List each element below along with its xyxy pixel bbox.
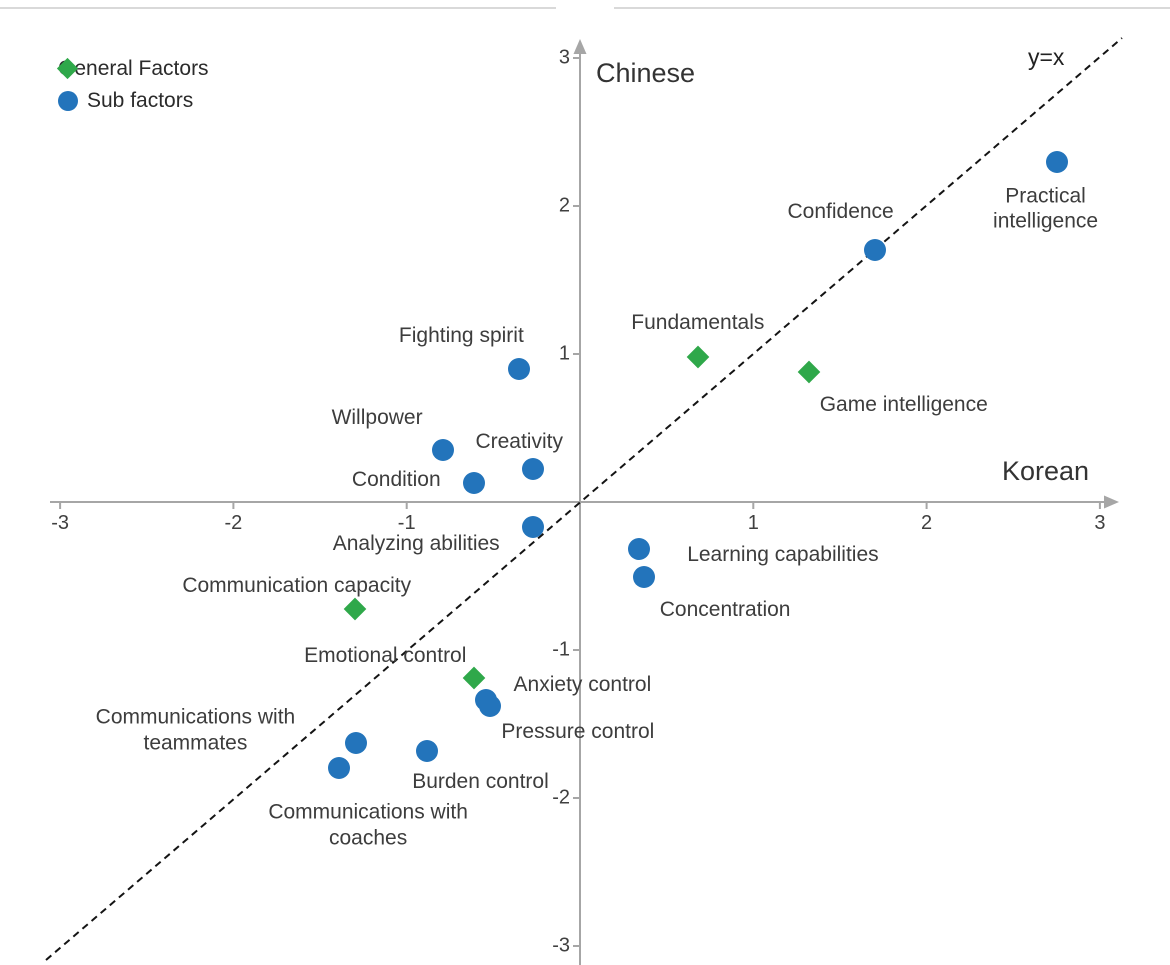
- point-label-pressure-control: Pressure control: [501, 720, 655, 744]
- point-label-learning-capabilities: Learning capabilities: [687, 543, 879, 567]
- y-tick-label: -1: [552, 638, 570, 661]
- point-communications-with-teammates: [345, 732, 368, 755]
- point-label-emotional-control: Emotional control: [304, 644, 467, 668]
- circle-marker-icon: [58, 90, 78, 111]
- point-communication-capacity: [343, 597, 367, 620]
- y-tick-label: 2: [558, 194, 570, 217]
- point-learning-capabilities: [627, 538, 650, 561]
- legend-label: General Factors: [58, 57, 209, 80]
- x-tick-label: 3: [1094, 512, 1106, 534]
- x-tick-label: 1: [747, 512, 759, 534]
- x-axis-title: Korean: [1002, 456, 1090, 486]
- point-label-communication-capacity: Communication capacity: [182, 573, 412, 597]
- point-label-willpower: Willpower: [331, 406, 423, 430]
- point-label-condition: Condition: [351, 467, 441, 491]
- point-label-game-intelligence: Game intelligence: [819, 392, 988, 416]
- top-border-left: [0, 7, 556, 9]
- point-willpower: [432, 439, 455, 462]
- point-fighting-spirit: [508, 357, 531, 380]
- point-label-creativity: Creativity: [475, 430, 563, 454]
- point-practical-intelligence: [1045, 150, 1068, 173]
- point-emotional-control: [462, 666, 486, 690]
- point-label-anxiety-control: Anxiety control: [513, 673, 652, 697]
- point-label-burden-control: Burden control: [412, 769, 549, 793]
- reference-line-label: y=x: [1028, 44, 1065, 70]
- point-concentration: [633, 566, 656, 589]
- point-fundamentals: [686, 345, 710, 369]
- y-tick-label: 1: [558, 342, 570, 365]
- y-tick-label: -3: [552, 934, 570, 957]
- point-label-fighting-spirit: Fighting spirit: [398, 323, 524, 347]
- y-tick-label: 3: [558, 46, 570, 69]
- legend: General Factors Sub factors: [56, 57, 209, 122]
- x-tick-label: -2: [224, 512, 243, 534]
- point-condition: [463, 471, 486, 494]
- point-label-concentration: Concentration: [659, 598, 791, 622]
- point-analyzing-abilities: [522, 516, 545, 539]
- point-pressure-control: [478, 695, 501, 718]
- legend-item-general-factors: General Factors: [56, 57, 209, 80]
- point-label-fundamentals: Fundamentals: [631, 311, 765, 335]
- point-game-intelligence: [797, 360, 821, 384]
- x-tick-label: -3: [51, 512, 69, 534]
- point-label-practical-intelligence: Practical intelligence: [993, 183, 1099, 233]
- y-tick-label: -2: [552, 786, 570, 809]
- point-label-communications-with-teammates: Communications with teammates: [95, 705, 296, 755]
- x-tick-label: -1: [397, 512, 416, 534]
- point-communications-with-coaches: [328, 757, 351, 780]
- legend-label: Sub factors: [87, 89, 194, 112]
- legend-item-sub-factors: Sub factors: [58, 90, 209, 111]
- point-label-communications-with-coaches: Communications with coaches: [268, 800, 468, 850]
- point-creativity: [522, 458, 545, 481]
- point-label-confidence: Confidence: [787, 200, 894, 224]
- point-label-analyzing-abilities: Analyzing abilities: [332, 532, 500, 556]
- y-axis-title: Chinese: [596, 58, 696, 88]
- x-tick-label: 2: [921, 512, 933, 534]
- point-burden-control: [416, 739, 439, 762]
- top-border-right: [614, 7, 1170, 9]
- point-confidence: [863, 239, 886, 262]
